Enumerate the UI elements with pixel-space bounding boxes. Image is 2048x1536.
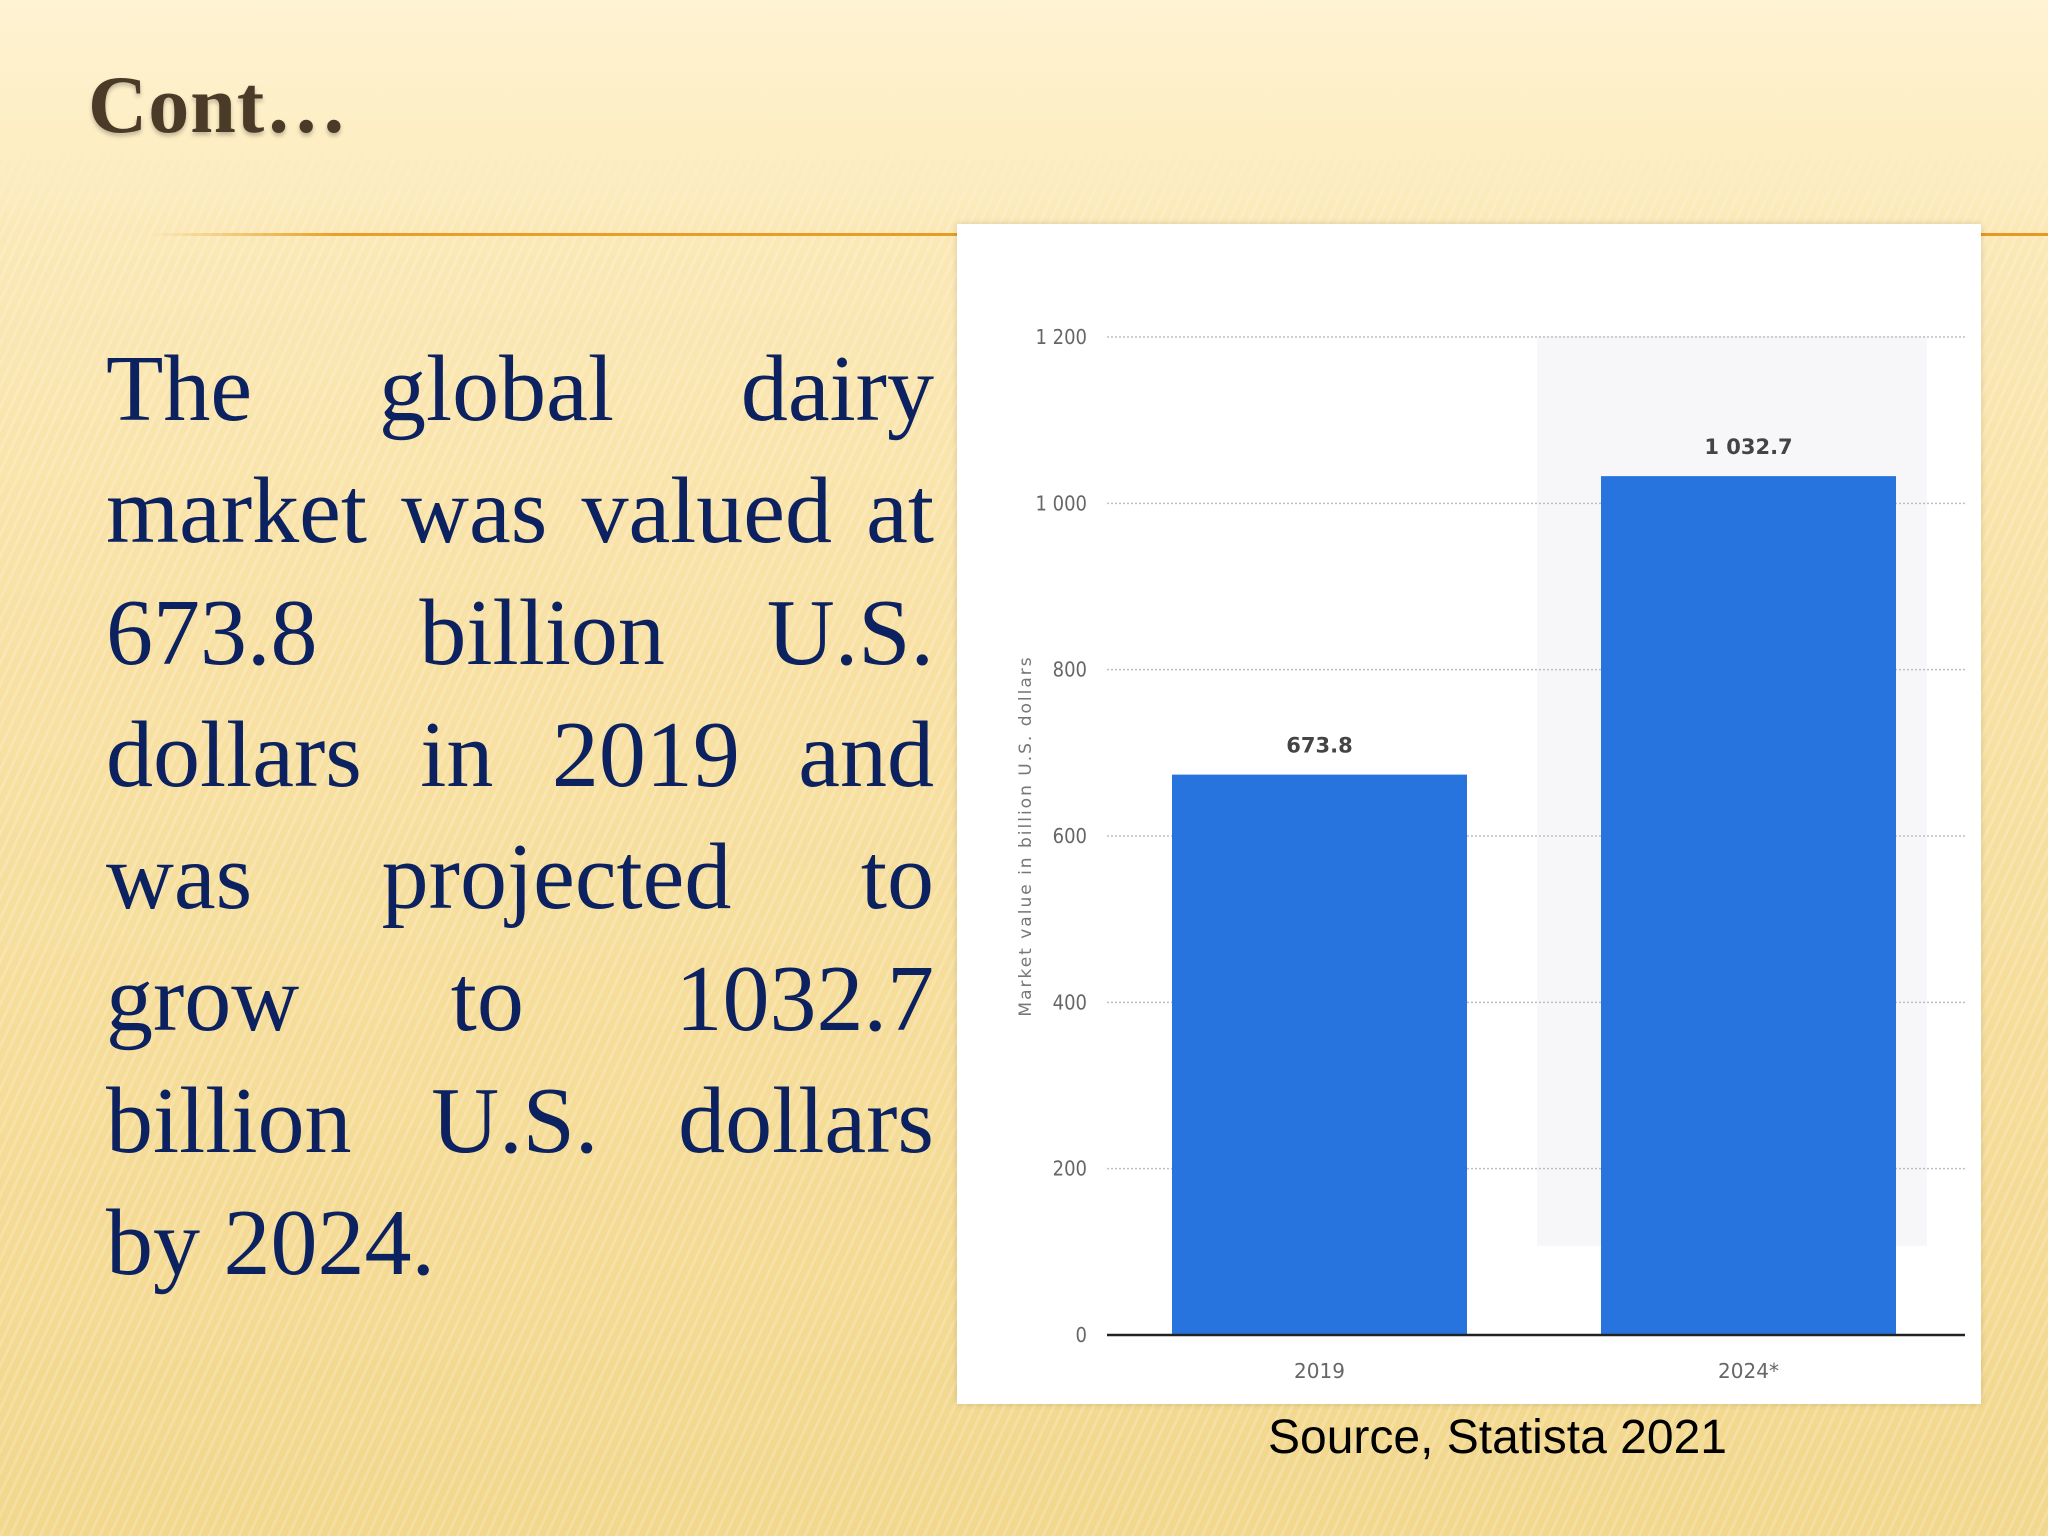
y-tick-label: 600 [1053, 824, 1087, 848]
x-tick-label: 2024* [1718, 1359, 1779, 1383]
bar [1172, 774, 1467, 1335]
body-text: The global dairy market was valued at 67… [106, 337, 934, 1295]
y-tick-label: 400 [1053, 990, 1087, 1014]
bar-chart: 0 200 400 600 800 1 000 1 200 Market value in … [1016, 325, 1965, 1383]
bar-value-label: 1 032.7 [1704, 435, 1792, 459]
slide-title: Cont… [88, 59, 349, 150]
y-tick-label: 200 [1053, 1157, 1087, 1181]
title-band [0, 0, 2048, 230]
y-tick-label: 0 [1076, 1323, 1087, 1347]
y-axis-label: Market value in billion U.S. dollars [1016, 655, 1036, 1016]
bar-chart-panel: 0 200 400 600 800 1 000 1 200 Market value in … [957, 224, 1981, 1404]
y-tick-label: 800 [1053, 658, 1087, 682]
source-caption: Source, Statista 2021 [1268, 1411, 1727, 1464]
y-tick-label: 1 000 [1036, 491, 1088, 515]
bar [1601, 476, 1896, 1335]
x-tick-label: 2019 [1294, 1359, 1345, 1383]
bar-value-label: 673.8 [1286, 734, 1352, 758]
y-tick-label: 1 200 [1036, 325, 1088, 349]
